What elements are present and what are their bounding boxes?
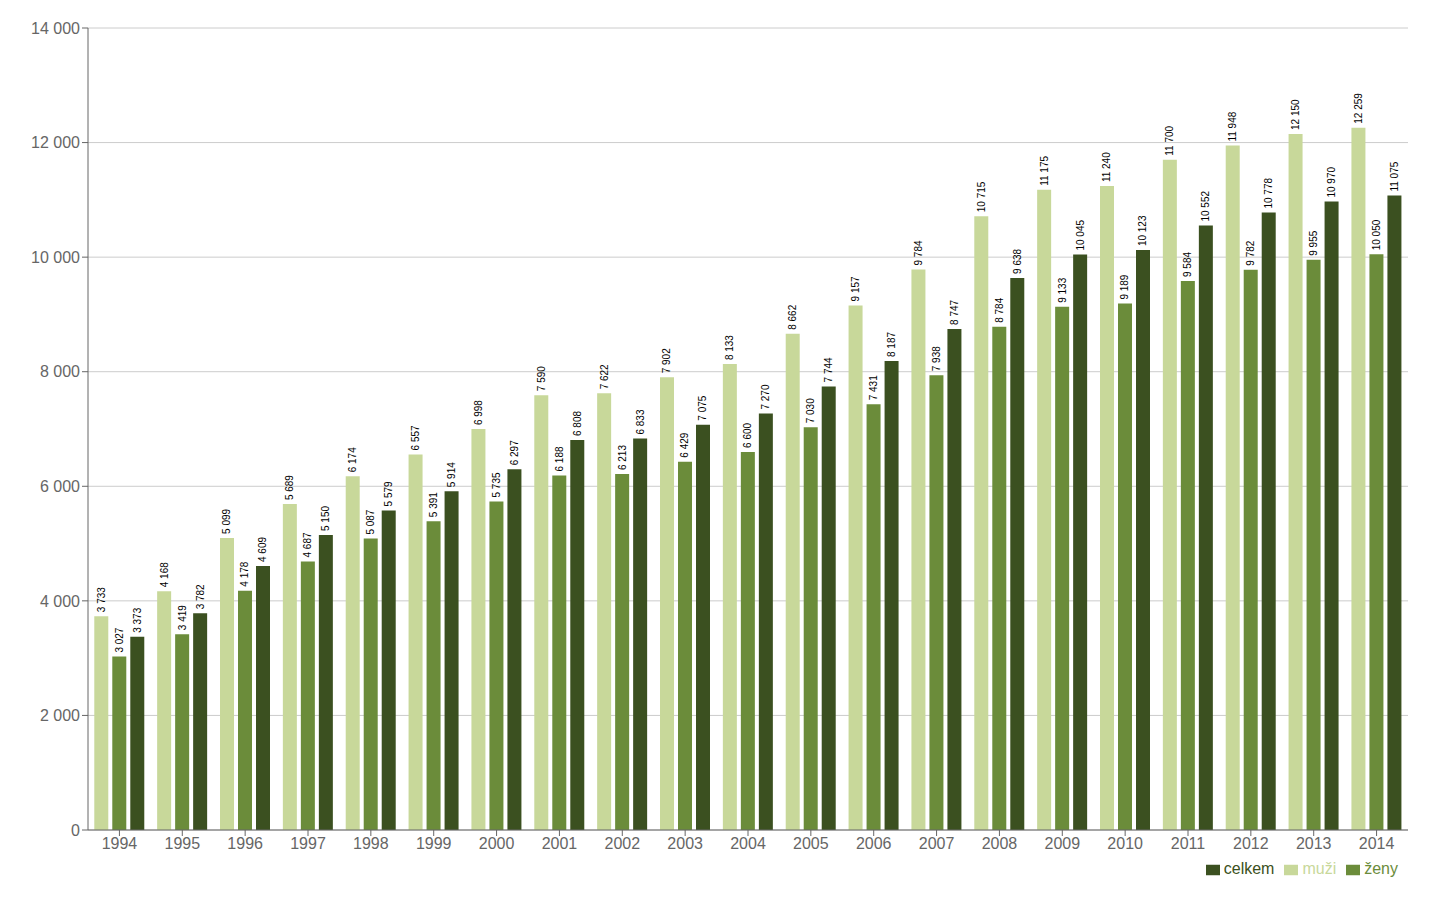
svg-text:7 744: 7 744 [823,357,834,382]
svg-text:11 075: 11 075 [1389,161,1400,191]
svg-text:2003: 2003 [667,835,703,852]
svg-text:7 902: 7 902 [662,348,673,373]
svg-text:7 270: 7 270 [760,384,771,409]
svg-text:2013: 2013 [1296,835,1332,852]
svg-text:2001: 2001 [542,835,578,852]
svg-text:1996: 1996 [227,835,263,852]
svg-text:4 609: 4 609 [258,537,269,562]
svg-text:2004: 2004 [730,835,766,852]
svg-text:6 557: 6 557 [410,425,421,450]
svg-text:11 175: 11 175 [1039,156,1050,186]
svg-text:6 833: 6 833 [635,409,646,434]
svg-text:8 784: 8 784 [994,297,1005,322]
svg-text:6 188: 6 188 [554,446,565,471]
svg-text:4 000: 4 000 [40,593,80,610]
svg-text:5 735: 5 735 [491,472,502,497]
svg-text:10 715: 10 715 [976,181,987,212]
svg-text:3 782: 3 782 [195,584,206,609]
svg-text:7 075: 7 075 [698,395,709,420]
svg-text:5 150: 5 150 [320,506,331,531]
svg-text:5 914: 5 914 [446,462,457,487]
svg-text:10 970: 10 970 [1326,167,1337,198]
svg-text:12 150: 12 150 [1290,99,1301,130]
html-text:ženy: ženy [1364,860,1398,877]
svg-text:8 747: 8 747 [949,299,960,324]
svg-text:2007: 2007 [919,835,955,852]
svg-text:3 373: 3 373 [132,607,143,632]
svg-text:5 689: 5 689 [284,475,295,500]
svg-text:8 133: 8 133 [724,335,735,360]
svg-text:1999: 1999 [416,835,452,852]
svg-text:5 579: 5 579 [383,481,394,506]
svg-text:11 240: 11 240 [1102,152,1113,182]
svg-text:4 168: 4 168 [159,562,170,587]
html-text:celkem: celkem [1223,860,1275,877]
svg-text:9 189: 9 189 [1120,274,1131,299]
svg-text:7 431: 7 431 [868,375,879,400]
svg-text:6 000: 6 000 [40,478,80,495]
svg-text:8 000: 8 000 [40,363,80,380]
svg-text:3 733: 3 733 [96,587,107,612]
svg-text:9 784: 9 784 [913,240,924,265]
svg-text:14 000: 14 000 [31,20,80,37]
svg-text:9 133: 9 133 [1057,277,1068,302]
svg-text:10 552: 10 552 [1200,190,1211,221]
svg-text:7 590: 7 590 [536,366,547,391]
svg-text:6 297: 6 297 [509,440,520,465]
svg-text:8 662: 8 662 [787,304,798,329]
svg-text:1998: 1998 [353,835,389,852]
svg-text:12 000: 12 000 [31,134,80,151]
svg-text:3 027: 3 027 [114,627,125,652]
svg-text:0: 0 [71,822,80,839]
svg-text:6 213: 6 213 [617,445,628,470]
svg-text:9 584: 9 584 [1182,252,1193,277]
svg-text:6 174: 6 174 [347,447,358,472]
svg-text:10 123: 10 123 [1138,215,1149,246]
svg-text:7 622: 7 622 [599,364,610,389]
svg-text:8 187: 8 187 [886,332,897,357]
svg-text:7 938: 7 938 [931,346,942,371]
svg-text:9 638: 9 638 [1012,248,1023,273]
svg-text:2012: 2012 [1233,835,1269,852]
svg-text:6 998: 6 998 [473,400,484,425]
svg-text:10 045: 10 045 [1075,220,1086,251]
svg-text:2000: 2000 [479,835,515,852]
svg-text:10 050: 10 050 [1371,219,1382,250]
svg-text:6 808: 6 808 [572,411,583,436]
svg-text:11 700: 11 700 [1164,125,1175,155]
svg-text:6 600: 6 600 [742,422,753,447]
svg-text:7 030: 7 030 [805,398,816,423]
svg-text:11 948: 11 948 [1227,111,1238,141]
svg-text:2005: 2005 [793,835,829,852]
svg-text:2014: 2014 [1359,835,1395,852]
svg-text:4 687: 4 687 [302,532,313,557]
svg-text:2011: 2011 [1171,835,1206,852]
svg-text:12 259: 12 259 [1353,93,1364,124]
svg-text:5 099: 5 099 [222,508,233,533]
svg-text:9 157: 9 157 [850,276,861,301]
svg-text:2009: 2009 [1044,835,1080,852]
html-text:muži: muži [1302,860,1337,877]
svg-text:1995: 1995 [164,835,200,852]
svg-text:2008: 2008 [982,835,1018,852]
svg-text:9 955: 9 955 [1308,230,1319,255]
svg-text:1997: 1997 [290,835,326,852]
svg-text:5 087: 5 087 [365,509,376,534]
svg-text:2006: 2006 [856,835,892,852]
svg-text:10 778: 10 778 [1263,178,1274,209]
svg-text:2002: 2002 [604,835,640,852]
svg-text:3 419: 3 419 [177,605,188,630]
svg-text:1994: 1994 [102,835,138,852]
svg-text:2010: 2010 [1107,835,1143,852]
svg-text:9 782: 9 782 [1245,240,1256,265]
svg-text:6 429: 6 429 [680,432,691,457]
svg-text:2 000: 2 000 [40,707,80,724]
svg-text:5 391: 5 391 [428,492,439,517]
svg-text:4 178: 4 178 [240,561,251,586]
svg-text:10 000: 10 000 [31,249,80,266]
